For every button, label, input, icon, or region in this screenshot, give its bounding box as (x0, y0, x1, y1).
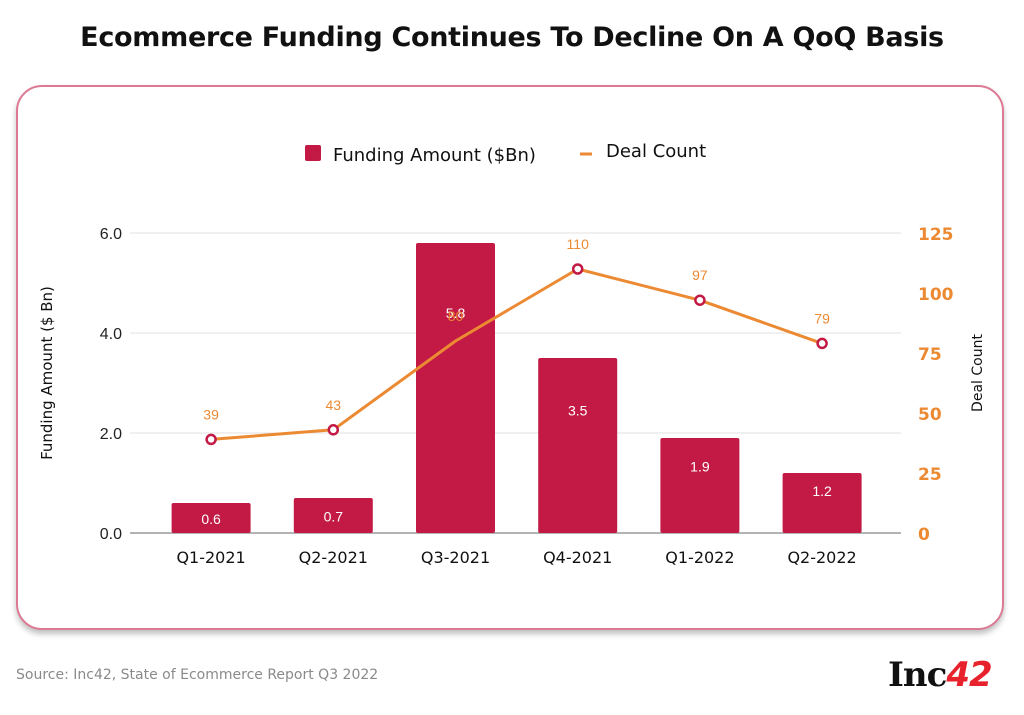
bar-funding (782, 473, 862, 533)
legend-label-funding: Funding Amount ($Bn) (333, 145, 536, 166)
x-axis-ticks: Q1-2021 Q2-2021 Q3-2021 Q4-2021 Q1-2022 Q2-20… (176, 548, 856, 567)
y2-tick-label: 50 (918, 405, 942, 425)
y2-tick-label: 25 (918, 465, 942, 485)
bar-value-label: 1.2 (812, 483, 832, 499)
legend-swatch-funding (305, 145, 321, 161)
deal-count-marker (694, 294, 706, 306)
bar-value-label: 3.5 (568, 403, 588, 419)
deal-count-label: 110 (567, 236, 590, 252)
deal-count-marker (327, 424, 340, 436)
bar-value-label: 1.9 (690, 459, 710, 475)
y-axis-label: Funding Amount ($ Bn) (38, 286, 56, 460)
logo-text: Inc (888, 655, 947, 695)
chart-card (16, 85, 1004, 630)
deal-count-label: 39 (203, 406, 219, 422)
deal-count-line: 39 43 80 110 97 79 (203, 236, 830, 446)
y-tick-label: 2.0 (100, 426, 122, 443)
y-tick-label: 4.0 (100, 326, 122, 343)
y2-tick-label: 75 (918, 345, 942, 365)
deal-count-polyline (210, 267, 823, 441)
y2-tick-label: 100 (918, 285, 954, 305)
bar-value-label: 0.7 (324, 509, 344, 525)
deal-count-label: 97 (692, 267, 708, 283)
bar-funding (293, 498, 373, 533)
inc42-logo: Inc42 (888, 655, 993, 695)
y2-tick-label: 125 (918, 225, 954, 245)
x-tick-label: Q3-2021 (421, 548, 490, 567)
y2-tick-label: 0 (918, 525, 930, 545)
x-tick-label: Q1-2021 (176, 548, 245, 567)
bar-funding (171, 503, 251, 533)
y-axis-ticks: 0.0 2.0 4.0 6.0 (100, 226, 122, 543)
x-tick-label: Q2-2021 (299, 548, 368, 567)
bar-funding (538, 358, 618, 533)
legend-label-deal-count: Deal Count (606, 141, 706, 162)
bar-funding (416, 243, 495, 533)
bar-funding (660, 438, 740, 533)
x-tick-label: Q4-2021 (543, 548, 612, 567)
source-note: Source: Inc42, State of Ecommerce Report… (16, 667, 379, 683)
deal-count-label: 43 (326, 397, 342, 413)
deal-count-marker (205, 433, 217, 446)
deal-count-marker (816, 337, 828, 350)
deal-count-marker (571, 263, 584, 275)
bar-value-label: 0.6 (201, 511, 221, 527)
x-tick-label: Q2-2022 (787, 548, 856, 567)
deal-count-label: 79 (814, 310, 830, 326)
y-tick-label: 6.0 (100, 226, 122, 243)
legend: Funding Amount ($Bn) Deal Count (305, 141, 706, 166)
bars: 0.6 0.7 5.8 3.5 1.9 1.2 (171, 243, 862, 533)
logo-number: 42 (946, 655, 992, 695)
y2-axis-ticks: 0 25 50 75 100 125 (918, 225, 954, 545)
y-tick-label: 0.0 (100, 526, 122, 543)
x-tick-label: Q1-2022 (665, 548, 734, 567)
deal-count-label: 80 (448, 308, 464, 324)
chart-title: Ecommerce Funding Continues To Decline O… (80, 22, 944, 53)
gridlines (130, 232, 901, 534)
y2-axis-label: Deal Count (970, 334, 986, 412)
bar-value-label: 5.8 (446, 305, 466, 321)
